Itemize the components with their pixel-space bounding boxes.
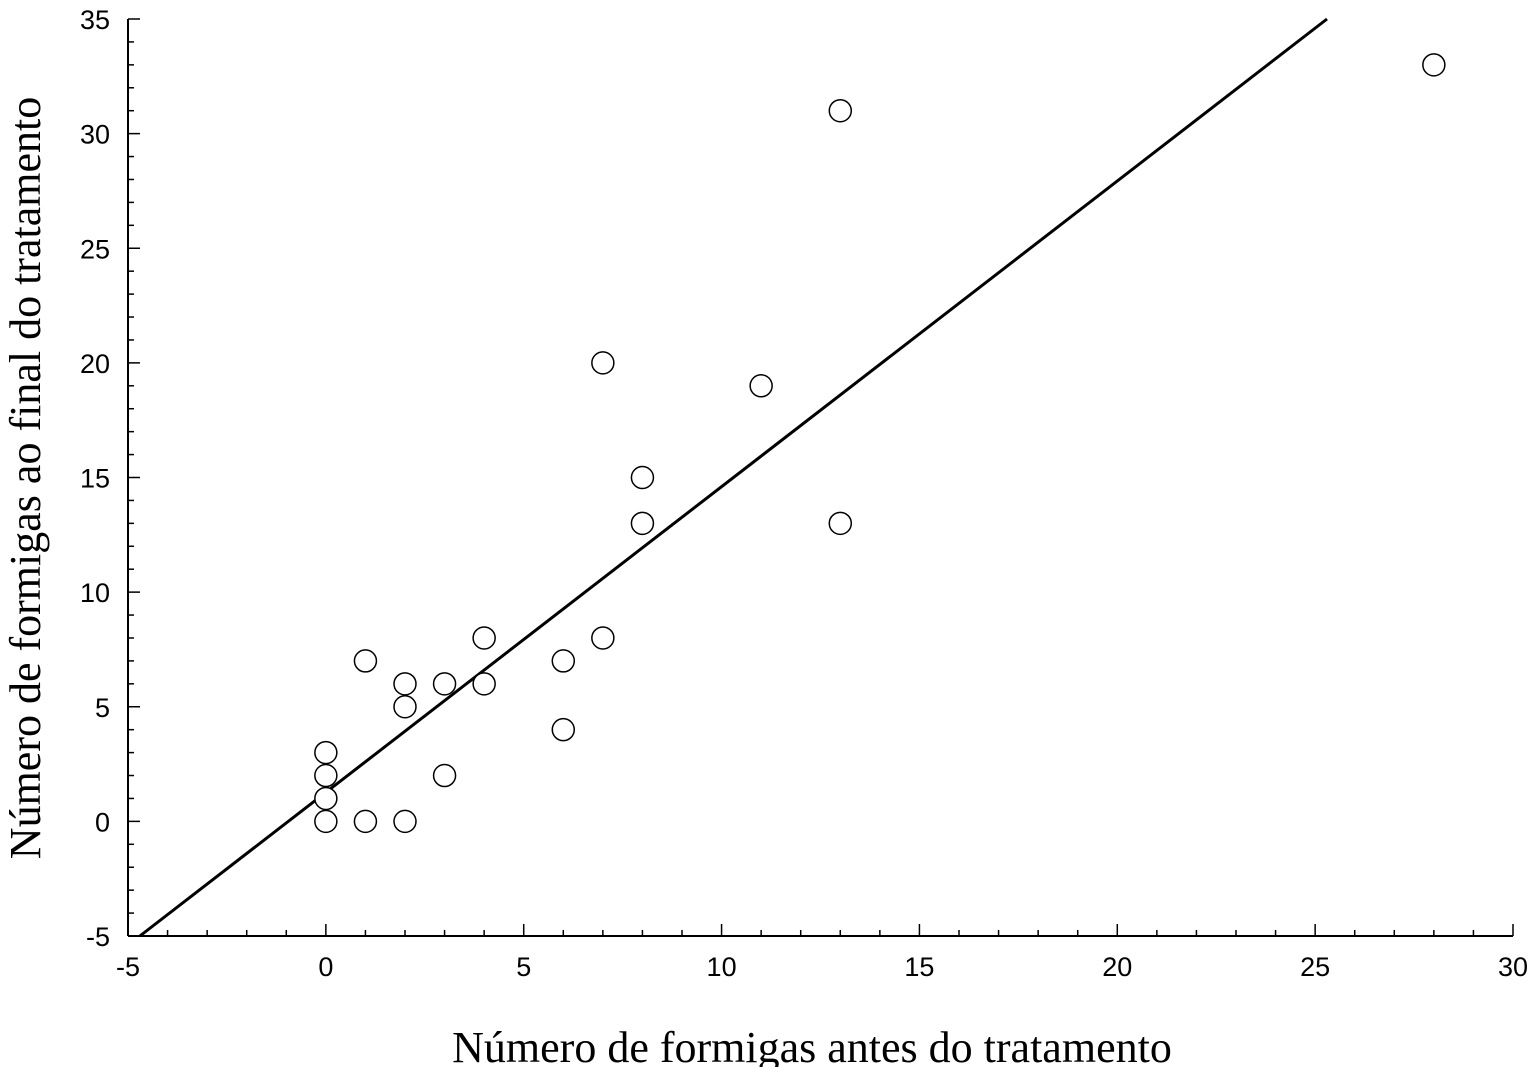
data-point <box>314 786 338 811</box>
data-point <box>393 809 417 834</box>
x-tick-label: 20 <box>1102 952 1132 982</box>
data-point <box>551 649 576 673</box>
x-tick-label: 0 <box>318 952 333 982</box>
data-point <box>551 717 576 742</box>
y-tick-label: -5 <box>86 922 110 952</box>
x-tick-label: -5 <box>116 952 140 982</box>
data-point <box>828 98 853 123</box>
y-tick-label: 10 <box>80 578 110 608</box>
y-tick-label: 5 <box>95 693 110 723</box>
data-point <box>432 763 457 788</box>
x-tick-label: 5 <box>516 952 531 982</box>
data-point <box>432 672 457 696</box>
data-point <box>314 740 338 765</box>
data-point <box>353 649 378 673</box>
data-point <box>393 672 417 696</box>
data-point <box>393 695 417 719</box>
data-point <box>630 465 655 490</box>
y-tick-label: 15 <box>80 464 110 494</box>
ticks <box>127 18 1514 937</box>
y-tick-label: 35 <box>80 5 110 35</box>
data-points <box>314 53 1446 834</box>
x-axis-title: Número de formigas antes do tratamento <box>452 1023 1172 1067</box>
data-point <box>749 374 773 398</box>
data-point <box>591 626 615 650</box>
data-point <box>314 763 338 788</box>
data-point <box>630 511 655 536</box>
y-tick-label: 0 <box>95 807 110 837</box>
tick-labels: -5 0 5 10 15 20 25 30 -5 0 5 10 15 20 25 30 35 <box>80 5 1528 982</box>
data-point <box>353 809 378 834</box>
y-tick-label: 20 <box>80 349 110 379</box>
y-tick-label: 30 <box>80 120 110 150</box>
data-point <box>1422 53 1446 77</box>
data-point <box>828 511 853 536</box>
data-point <box>314 809 338 834</box>
x-tick-label: 30 <box>1498 952 1528 982</box>
y-tick-label: 25 <box>80 234 110 264</box>
x-tick-label: 15 <box>904 952 934 982</box>
regression-line <box>138 17 1328 938</box>
y-axis-title: Número de formigas ao final do tratament… <box>1 97 50 859</box>
x-tick-label: 10 <box>707 952 737 982</box>
data-point <box>472 626 496 650</box>
regression-line-group <box>138 17 1328 938</box>
data-point <box>472 672 496 696</box>
x-tick-label: 25 <box>1300 952 1330 982</box>
data-point <box>591 351 615 375</box>
